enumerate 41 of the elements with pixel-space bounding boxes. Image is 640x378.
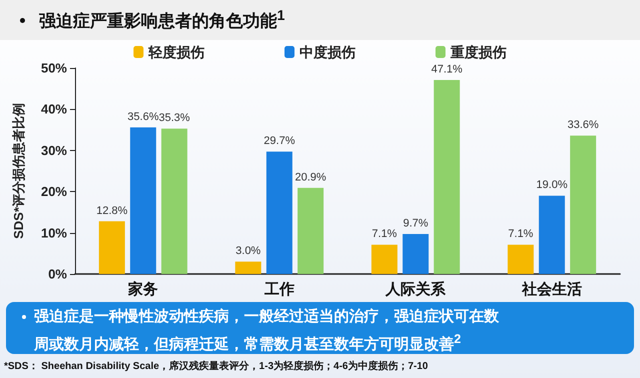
data-label: 19.0% [536, 179, 568, 192]
y-tick-label: 0% [48, 266, 68, 282]
x-tick-label: 工作 [263, 281, 294, 298]
data-label: 35.3% [158, 112, 190, 124]
bar [371, 244, 398, 274]
y-tick-label: 40% [40, 102, 68, 117]
x-tick-label: 人际关系 [384, 281, 447, 298]
x-tick-label: 社会生活 [520, 281, 582, 298]
data-label: 9.7% [403, 218, 428, 230]
text: *SDS： Sheehan Disability Scale，席汉残疾量表评分，1-3为轻度损伤；4-6为中度损伤；7-10 [3, 359, 429, 373]
data-label: 47.1% [431, 63, 463, 76]
y-tick-label: 50% [40, 60, 68, 76]
data-label: 7.1% [372, 228, 398, 240]
bar [98, 221, 125, 274]
y-tick-label: 10% [40, 225, 68, 240]
y-axis-title: SDS*评分损伤患者比例 [11, 103, 26, 239]
bar [402, 234, 429, 274]
data-label: 20.9% [294, 171, 326, 184]
bar [538, 196, 565, 274]
data-label: 33.6% [567, 119, 599, 132]
data-label: 12.8% [96, 204, 128, 217]
text: 强迫症是一种慢性波动性疾病，一般经过适当的治疗，强迫症状可在数周或数月内减轻，但病程迁延，常需数月甚至数年方可明显改善$^{2}$ [34, 307, 500, 355]
bar [161, 128, 188, 274]
bar [235, 262, 262, 274]
bar [570, 136, 596, 274]
chart-title: 强迫症严重影响患者的角色功能$^{1}$ [39, 8, 285, 32]
data-label: 3.0% [236, 245, 261, 258]
bar [266, 152, 292, 274]
bar [130, 127, 156, 274]
bar [434, 80, 460, 274]
legend-label: 重度损伤 [450, 44, 506, 60]
data-label: 29.7% [264, 135, 296, 148]
data-label: 7.1% [508, 228, 534, 240]
bar [508, 244, 534, 274]
legend-label: 轻度损伤 [148, 44, 204, 60]
data-label: 35.6% [128, 110, 159, 123]
y-tick-label: 30% [40, 142, 68, 158]
x-tick-label: 家务 [127, 280, 158, 298]
legend-label: 中度损伤 [300, 44, 356, 60]
bar [298, 188, 324, 274]
y-tick-label: 20% [40, 184, 68, 200]
